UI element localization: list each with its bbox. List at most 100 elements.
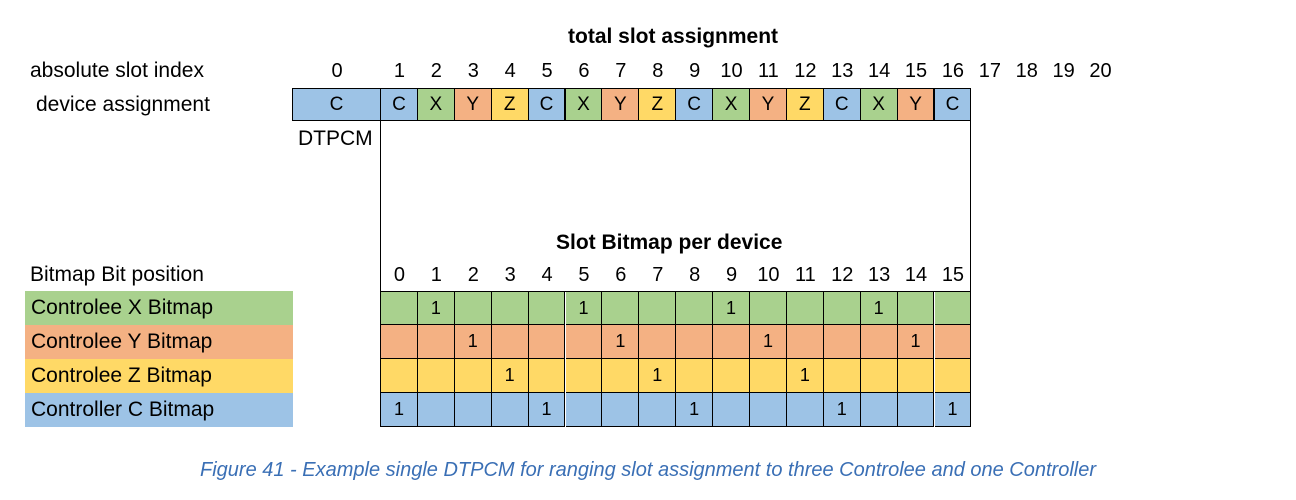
slot-assignment-cell: Y (749, 88, 787, 121)
bitmap-cell: 1 (454, 325, 492, 359)
slot-index-12: 12 (794, 60, 817, 82)
slot-index-1: 1 (393, 60, 405, 82)
bitmap-cell: 1 (491, 359, 529, 393)
slot-assignment-cell: C (380, 88, 418, 121)
slot-assignment-cell: Z (785, 88, 824, 121)
slot-assignment-cell: C (527, 88, 566, 121)
bitmap-cell (528, 325, 566, 359)
slot-index-10: 10 (720, 60, 743, 82)
bitmap-cell (602, 292, 640, 325)
bitmap-cell (565, 359, 603, 393)
bit-position-15: 15 (941, 264, 965, 286)
bitmap-cell (860, 359, 898, 393)
slot-assignment-cell: Y (453, 88, 492, 121)
bitmap-cell: 1 (381, 393, 418, 427)
bitmap-cell (676, 292, 714, 325)
bitmap-cell (417, 393, 455, 427)
slot-index-9: 9 (689, 60, 701, 82)
bitmap-cell (381, 359, 418, 393)
bitmap-cell (491, 393, 529, 427)
bitmap-cell (750, 393, 787, 427)
bitmap-cell (491, 292, 529, 325)
bitmap-cell (934, 292, 972, 325)
slot-bitmap-title: Slot Bitmap per device (556, 231, 783, 254)
bitmap-cell (528, 359, 566, 393)
bitmap-cell (565, 325, 603, 359)
bitmap-cell (676, 359, 714, 393)
slot-index-15: 15 (904, 60, 928, 82)
slot-index-14: 14 (868, 60, 891, 82)
bit-position-6: 6 (615, 264, 627, 286)
bitmap-cell (381, 325, 418, 359)
bit-position-10: 10 (757, 264, 780, 286)
slot-assignment-cell: X (416, 88, 455, 121)
slot-index-20: 20 (1089, 60, 1112, 82)
bitmap-cell (860, 325, 898, 359)
figure-caption: Figure 41 - Example single DTPCM for ran… (200, 459, 1096, 481)
slot-assignment-cell: Y (896, 88, 935, 121)
bitmap-cell (454, 292, 492, 325)
bitmap-cell (565, 393, 603, 427)
slot-index-4: 4 (504, 60, 516, 82)
bitmap-top-border (380, 291, 971, 292)
bitmap-cell (750, 359, 787, 393)
bitmap-cell (381, 292, 418, 325)
bit-position-9: 9 (725, 264, 738, 286)
bitmap-cell: 1 (676, 393, 714, 427)
bitmap-cell (786, 325, 824, 359)
bitmap-cell (602, 359, 640, 393)
bitmap-cell (639, 393, 677, 427)
bitmap-cell: 1 (786, 359, 824, 393)
bitmap-row-label-x: Controlee X Bitmap (25, 291, 293, 325)
bitmap-cell: 1 (602, 325, 640, 359)
bit-position-14: 14 (904, 264, 928, 286)
slot-assignment-cell: C (675, 88, 714, 121)
bit-position-5: 5 (578, 264, 590, 286)
slot-assignment-cell: C (933, 88, 972, 121)
bit-position-3: 3 (504, 264, 516, 286)
slot-index-16: 16 (941, 60, 965, 82)
slot-index-11: 11 (758, 60, 779, 82)
bit-position-13: 13 (868, 264, 891, 286)
bitmap-cell: 1 (565, 292, 603, 325)
bitmap-cell: 1 (823, 393, 861, 427)
total-slot-title: total slot assignment (568, 25, 779, 48)
slot-index-3: 3 (467, 60, 479, 82)
frame-left-line (380, 121, 381, 427)
bitmap-bit-position-label: Bitmap Bit position (30, 263, 204, 286)
bitmap-cell (860, 393, 898, 427)
dtpcm-slot-cell: C (292, 88, 381, 121)
bitmap-cell (417, 325, 455, 359)
frame-right-line (970, 121, 971, 291)
bit-position-0: 0 (393, 264, 405, 286)
bitmap-cell (602, 393, 640, 427)
bitmap-row-label-y: Controlee Y Bitmap (25, 325, 293, 359)
bitmap-cell (491, 325, 529, 359)
absolute-slot-index-label: absolute slot index (30, 59, 204, 82)
slot-index-18: 18 (1015, 60, 1038, 82)
bitmap-cell (750, 292, 787, 325)
bitmap-cell: 1 (750, 325, 787, 359)
bit-position-4: 4 (541, 264, 553, 286)
bitmap-cell (897, 359, 935, 393)
bitmap-cell (713, 359, 750, 393)
bitmap-cell: 1 (713, 292, 750, 325)
slot-index-17: 17 (978, 60, 1001, 82)
bitmap-cell: 1 (934, 393, 972, 427)
bitmap-cell (823, 325, 861, 359)
bitmap-cell (934, 359, 972, 393)
bitmap-cell (417, 359, 455, 393)
slot-index-7: 7 (615, 60, 627, 82)
bitmap-cell: 1 (417, 292, 455, 325)
bitmap-cell (934, 325, 972, 359)
bitmap-cell (454, 359, 492, 393)
bitmap-cell (528, 292, 566, 325)
bitmap-cell: 1 (528, 393, 566, 427)
bitmap-cell (823, 359, 861, 393)
bitmap-row-label-c: Controller C Bitmap (25, 393, 293, 427)
bit-position-8: 8 (689, 264, 701, 286)
bitmap-cell: 1 (897, 325, 935, 359)
bitmap-cell (713, 393, 750, 427)
bitmap-cell (823, 292, 861, 325)
bitmap-cell (639, 325, 677, 359)
